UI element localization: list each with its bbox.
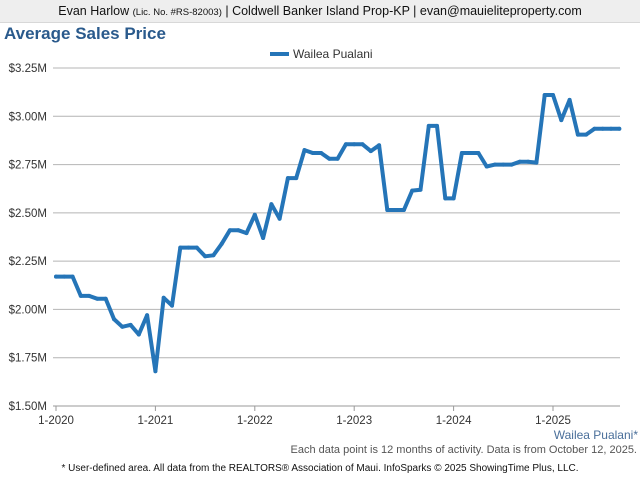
data-point[interactable] (302, 148, 307, 153)
data-point[interactable] (575, 132, 580, 137)
data-point[interactable] (87, 293, 92, 298)
data-point[interactable] (78, 293, 83, 298)
data-point[interactable] (236, 228, 241, 233)
data-point[interactable] (484, 164, 489, 169)
data-point[interactable] (161, 295, 166, 300)
data-point[interactable] (70, 274, 75, 279)
data-point[interactable] (244, 231, 249, 236)
data-point[interactable] (310, 151, 315, 155)
data-point[interactable] (227, 228, 232, 233)
series-layer (54, 93, 622, 374)
data-point[interactable] (393, 208, 398, 212)
data-point[interactable] (120, 324, 125, 329)
data-point[interactable] (62, 274, 67, 279)
data-point[interactable] (542, 93, 547, 97)
data-point[interactable] (534, 160, 539, 165)
data-point[interactable] (153, 369, 158, 374)
data-point[interactable] (186, 245, 191, 250)
data-point[interactable] (319, 151, 324, 155)
data-point[interactable] (600, 126, 605, 131)
data-point[interactable] (476, 151, 481, 155)
data-point[interactable] (609, 126, 613, 131)
data-point[interactable] (559, 118, 564, 123)
data-note: Each data point is 12 months of activity… (290, 444, 637, 456)
data-point[interactable] (459, 151, 464, 155)
x-tick-label: 1-2020 (38, 415, 74, 427)
data-point[interactable] (360, 142, 365, 147)
data-point[interactable] (551, 93, 555, 97)
data-point[interactable] (377, 143, 382, 148)
data-point[interactable] (136, 332, 141, 337)
data-point[interactable] (178, 245, 183, 250)
data-point[interactable] (493, 162, 497, 167)
y-tick-label: $3.25M (9, 63, 47, 75)
x-tick-label: 1-2025 (535, 415, 571, 427)
data-point[interactable] (219, 241, 224, 246)
data-point[interactable] (294, 176, 299, 181)
data-point[interactable] (112, 317, 116, 322)
data-point[interactable] (54, 274, 58, 279)
y-tick-label: $2.25M (9, 256, 47, 268)
data-point[interactable] (385, 208, 390, 212)
data-point[interactable] (269, 202, 274, 207)
data-point[interactable] (592, 126, 597, 131)
y-tick-label: $3.00M (9, 111, 47, 123)
data-point[interactable] (170, 303, 174, 308)
data-point[interactable] (567, 97, 572, 102)
x-axis: 1-2020 1-2021 1-2022 1-2023 1-2024 1-2025 (38, 405, 620, 427)
data-point[interactable] (617, 126, 622, 131)
data-point[interactable] (451, 196, 456, 201)
data-point[interactable] (335, 156, 340, 161)
data-point[interactable] (468, 151, 473, 155)
series-line-wailea-pualani (54, 93, 622, 374)
data-point[interactable] (517, 159, 522, 164)
data-point[interactable] (211, 253, 216, 258)
agent-name: Evan Harlow (58, 4, 130, 18)
y-tick-label: $1.75M (9, 353, 47, 365)
data-point[interactable] (327, 156, 332, 161)
data-point[interactable] (501, 162, 506, 167)
data-point[interactable] (435, 123, 439, 128)
footer-disclaimer: * User-defined area. All data from the R… (61, 463, 579, 474)
y-tick-label: $2.50M (9, 208, 47, 220)
chart-title: Average Sales Price (4, 24, 166, 43)
y-axis-tick-labels: $1.50M $1.75M $2.00M $2.25M $2.50M $2.75M $3.0… (9, 63, 47, 413)
data-point[interactable] (343, 142, 348, 147)
x-tick-label: 1-2024 (436, 415, 472, 427)
data-point[interactable] (285, 176, 290, 181)
data-point[interactable] (194, 245, 199, 250)
data-point[interactable] (584, 132, 589, 137)
header-bar: Evan Harlow (Lic. No. #RS-82003) | Coldw… (0, 0, 640, 23)
brokerage-contact: | Coldwell Banker Island Prop-KP | evan@… (225, 4, 582, 18)
data-point[interactable] (509, 162, 514, 167)
area-label: Wailea Pualani* (553, 428, 638, 442)
data-point[interactable] (418, 187, 423, 192)
x-tick-label: 1-2021 (137, 415, 173, 427)
data-point[interactable] (443, 196, 448, 201)
x-tick-label: 1-2022 (237, 415, 273, 427)
data-point[interactable] (352, 142, 357, 147)
data-point[interactable] (526, 159, 531, 164)
line-chart: $1.50M $1.75M $2.00M $2.25M $2.50M $2.75M $3.0… (9, 47, 622, 427)
data-point[interactable] (103, 296, 108, 301)
data-point[interactable] (252, 212, 257, 217)
data-point[interactable] (368, 149, 373, 154)
y-tick-label: $1.50M (9, 401, 47, 413)
data-point[interactable] (277, 216, 282, 221)
legend-label-wailea-pualani: Wailea Pualani (293, 47, 373, 61)
x-tick-label: 1-2023 (336, 415, 372, 427)
data-point[interactable] (410, 188, 415, 193)
y-tick-label: $2.00M (9, 304, 47, 316)
data-point[interactable] (426, 123, 431, 128)
data-point[interactable] (95, 296, 100, 301)
y-tick-label: $2.75M (9, 160, 47, 172)
license-number: (Lic. No. #RS-82003) (132, 7, 222, 18)
data-point[interactable] (401, 208, 406, 212)
data-point[interactable] (128, 322, 133, 327)
data-point[interactable] (145, 313, 150, 318)
data-point[interactable] (203, 254, 208, 259)
data-point[interactable] (261, 236, 266, 240)
grid-lines (53, 67, 620, 359)
legend[interactable]: Wailea Pualani (270, 47, 373, 61)
